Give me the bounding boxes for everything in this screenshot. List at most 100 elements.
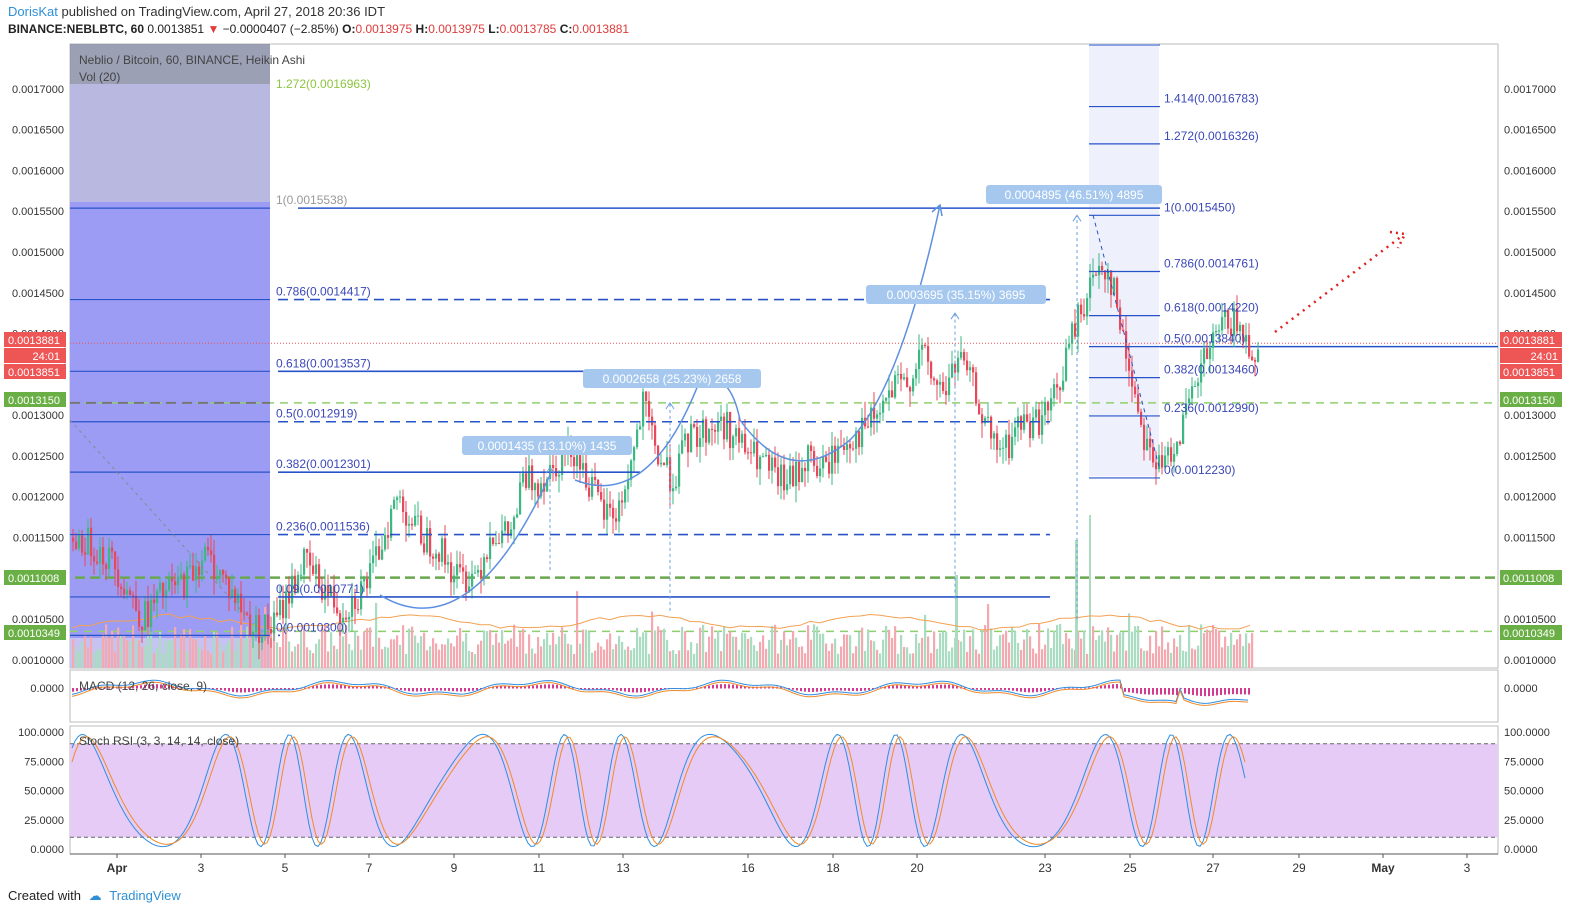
macd-histogram-bar (160, 684, 162, 689)
candle-body (672, 488, 675, 492)
macd-histogram-bar (1124, 688, 1126, 692)
candle-body (144, 601, 147, 631)
volume-bar (1158, 646, 1161, 668)
volume-bar (774, 624, 777, 668)
candle-body (231, 589, 234, 598)
macd-histogram-bar (320, 684, 322, 689)
candle-body (1086, 297, 1089, 317)
candle-body (456, 564, 459, 576)
candle-body (147, 601, 150, 628)
volume-bar (1116, 634, 1119, 668)
projection-curve (379, 474, 551, 609)
volume-bar (1113, 651, 1116, 668)
macd-tick: 0.0000 (30, 683, 64, 695)
volume-bar (150, 631, 153, 668)
volume-bar (867, 629, 870, 668)
measure-label: 0.0001435 (13.10%) 1435 (478, 439, 617, 453)
main-pane (69, 43, 1499, 669)
macd-histogram-bar (1184, 688, 1186, 694)
candle-body (249, 614, 252, 637)
stoch-tick: 100.0000 (18, 727, 64, 739)
volume-bar (1044, 644, 1047, 668)
macd-histogram-bar (1004, 688, 1006, 690)
tradingview-logo-icon[interactable]: ☁ (88, 888, 102, 903)
volume-bar (288, 641, 291, 668)
candle-body (1155, 462, 1158, 470)
candle-body (330, 586, 333, 597)
macd-histogram-bar (744, 686, 746, 689)
macd-legend: MACD (12, 26, close, 9) (79, 679, 207, 693)
candle-body (192, 565, 195, 581)
volume-bar (1167, 642, 1170, 668)
volume-bar (483, 630, 486, 668)
candle-body (927, 345, 930, 362)
candle-body (387, 535, 390, 538)
macd-histogram-bar (152, 684, 154, 689)
volume-bar (870, 640, 873, 668)
macd-histogram-bar (616, 688, 618, 691)
volume-bar (888, 629, 891, 668)
volume-bar (267, 633, 270, 668)
price-tick-right: 0.0015500 (1504, 206, 1556, 218)
macd-histogram-bar (288, 688, 290, 690)
volume-bar (321, 627, 324, 668)
macd-histogram-bar (376, 685, 378, 689)
candle-body (1101, 265, 1104, 271)
volume-bar (186, 651, 189, 668)
volume-bar (912, 653, 915, 668)
macd-histogram-bar (504, 685, 506, 689)
candle-body (351, 596, 354, 617)
footer-brand[interactable]: TradingView (109, 888, 181, 903)
macd-histogram-bar (316, 685, 318, 689)
candle-body (1164, 455, 1167, 468)
time-tick-label: 11 (533, 861, 546, 875)
volume-bar (1236, 639, 1239, 668)
macd-histogram-bar (496, 686, 498, 689)
volume-bar (597, 642, 600, 668)
stoch-tick: 0.0000 (1504, 844, 1538, 856)
macd-histogram-bar (1116, 684, 1118, 689)
macd-histogram-bar (848, 688, 850, 691)
candle-body (276, 612, 279, 616)
macd-histogram-bar (156, 684, 158, 689)
macd-histogram-bar (148, 684, 150, 689)
volume-bar (1038, 624, 1041, 668)
volume-bar (81, 641, 84, 668)
candle-body (699, 438, 702, 447)
chart-title: Neblio / Bitcoin, 60, BINANCE, Heikin As… (79, 53, 305, 67)
volume-bar (555, 644, 558, 668)
price-badge-right (1500, 348, 1562, 363)
candle-body (117, 569, 120, 587)
macd-histogram-bar (924, 685, 926, 689)
macd-histogram-bar (268, 688, 270, 690)
fib-right-label: 1(0.0015450) (1164, 200, 1235, 214)
volume-bar (429, 646, 432, 668)
time-tick-label: Apr (107, 861, 128, 875)
time-tick-label: 3 (198, 861, 205, 875)
measure-label-box (583, 369, 761, 388)
volume-bar (714, 638, 717, 668)
candle-body (261, 636, 264, 643)
volume-bar (849, 635, 852, 668)
macd-histogram-bar (72, 688, 74, 692)
price-badge-left (4, 364, 66, 379)
macd-histogram-bar (712, 684, 714, 689)
volume-legend: Vol (20) (79, 70, 120, 84)
macd-histogram-bar (908, 685, 910, 689)
volume-bar (969, 636, 972, 668)
candle-body (591, 476, 594, 497)
macd-histogram-bar (1212, 688, 1214, 696)
macd-histogram-bar (1008, 688, 1010, 691)
candle-body (810, 445, 813, 452)
time-tick-label: May (1371, 861, 1395, 875)
candle-body (1257, 349, 1260, 362)
candle-body (969, 367, 972, 371)
macd-histogram-bar (656, 688, 658, 691)
author-link[interactable]: DorisKat (8, 4, 58, 19)
candle-body (903, 377, 906, 380)
macd-histogram-bar (1072, 687, 1074, 689)
volume-bar (687, 650, 690, 668)
candle-body (111, 547, 114, 552)
macd-histogram-bar (864, 688, 866, 691)
